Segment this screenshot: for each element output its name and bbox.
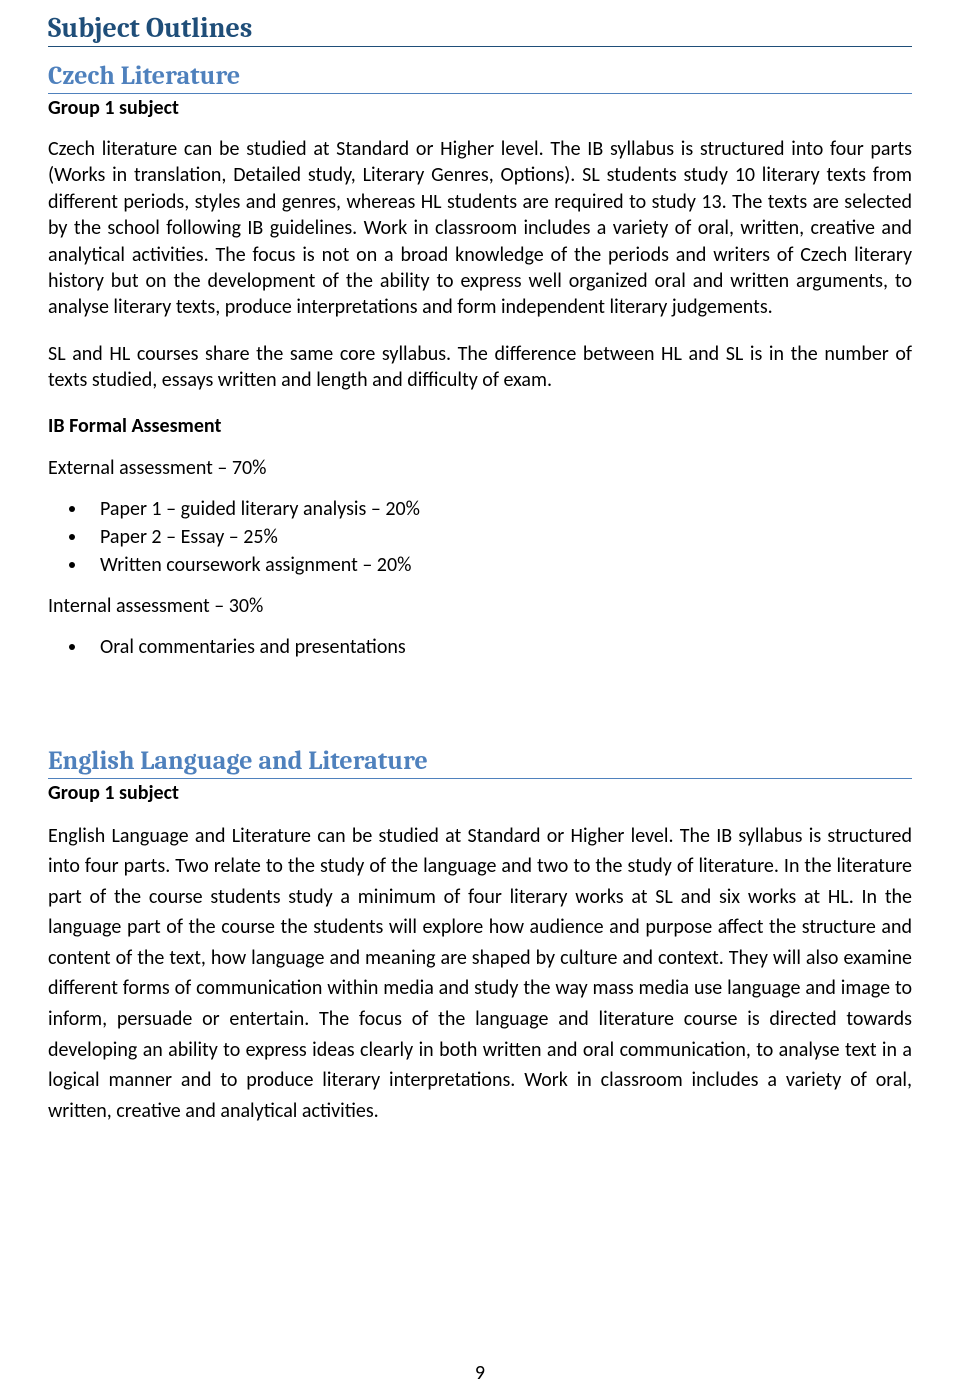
page-number: 9: [0, 1361, 960, 1385]
czech-paragraph-1: Czech literature can be studied at Stand…: [48, 136, 912, 321]
assessment-heading: IB Formal Assesment: [48, 414, 912, 438]
internal-assessment-list: Oral commentaries and presentations: [48, 634, 912, 660]
section-spacer: [48, 676, 912, 746]
external-assessment-label: External assessment – 70%: [48, 456, 912, 480]
english-paragraph-1: English Language and Literature can be s…: [48, 821, 912, 1127]
list-item: Oral commentaries and presentations: [88, 634, 912, 660]
section-title-czech: Czech Literature: [48, 61, 912, 94]
page-title: Subject Outlines: [48, 12, 912, 47]
list-item: Written coursework assignment – 20%: [88, 552, 912, 578]
list-item: Paper 2 – Essay – 25%: [88, 524, 912, 550]
external-assessment-list: Paper 1 – guided literary analysis – 20%…: [48, 496, 912, 578]
czech-paragraph-2: SL and HL courses share the same core sy…: [48, 341, 912, 394]
list-item: Paper 1 – guided literary analysis – 20%: [88, 496, 912, 522]
group-label-czech: Group 1 subject: [48, 96, 912, 120]
section-title-english: English Language and Literature: [48, 746, 912, 779]
document-page: Subject Outlines Czech Literature Group …: [0, 0, 960, 1395]
internal-assessment-label: Internal assessment – 30%: [48, 594, 912, 618]
group-label-english: Group 1 subject: [48, 781, 912, 805]
